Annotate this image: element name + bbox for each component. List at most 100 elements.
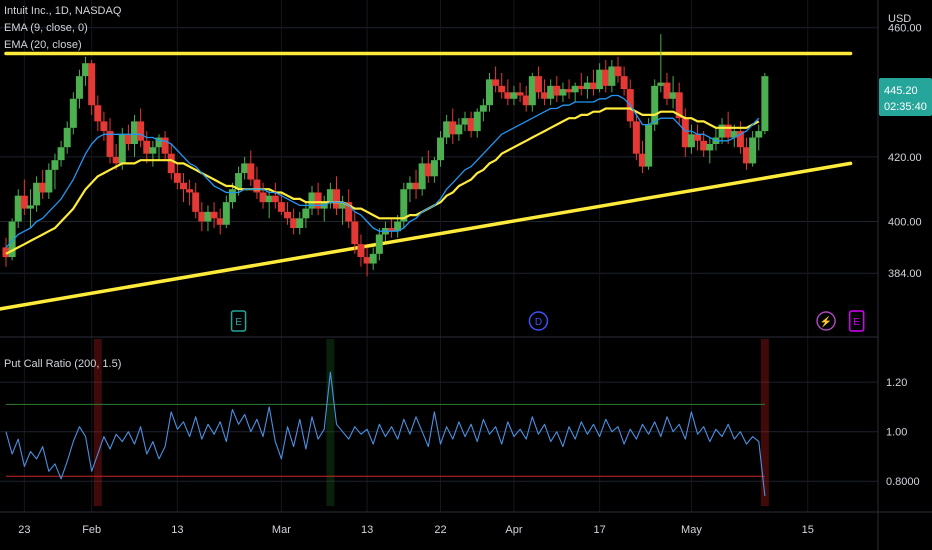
ema9-legend[interactable]: EMA (9, close, 0) [4,22,88,34]
indicator-highlight-bar [93,339,102,506]
trendlines [0,51,853,315]
time-tick-label: 15 [802,524,814,536]
ema-lines [5,94,760,255]
candle-body [363,257,371,264]
price-axis[interactable]: 460.00 420.00 400.00 384.00 [888,23,922,281]
last-price-badge: 445.20 02:35:40 [879,78,932,116]
time-axis[interactable]: 23 Feb 13 Mar 13 22 Apr 17 May 15 [18,524,814,536]
candle-body [577,85,585,90]
candle-body [430,160,438,177]
candle-body [259,192,267,203]
candle-body [33,182,41,206]
candle-body [669,92,677,99]
candle-body [749,137,757,164]
last-price-value: 445.20 [884,85,918,97]
candle-body [88,63,96,106]
pcr-line [5,371,766,497]
earnings-marker-label: E [853,317,860,328]
dividend-marker-shape [528,311,549,331]
candle-body [694,134,702,141]
candle-body [75,76,83,99]
candle-body [388,228,396,232]
ema20-legend[interactable]: EMA (20, close) [4,39,82,51]
candle-body [602,69,610,86]
indicator-highlight-bar [326,339,335,506]
candle-body [8,221,16,258]
indicator-legend[interactable]: Put Call Ratio (200, 1.5) [4,358,122,370]
ema9-line [5,94,760,248]
candle-body [26,205,34,209]
dividend-marker[interactable]: D [528,311,549,331]
candle-body [724,124,732,138]
indicator-lines [5,371,766,497]
candle-body [192,192,200,212]
candle-body [461,118,469,125]
split-icon-marker[interactable]: ⚡ [816,311,836,331]
candle-body [2,247,10,258]
candle-body [124,134,132,144]
candle-body [20,195,28,209]
candle-body [161,137,169,154]
symbol-title[interactable]: Intuit Inc., 1D, NASDAQ [4,5,122,17]
candle-body [681,118,689,148]
candle-body [118,134,126,164]
candle-body [559,89,567,96]
candle-body [455,124,463,135]
candle-body [730,131,738,138]
time-tick-label: Apr [505,524,522,536]
candle-body [14,195,22,222]
candle-body [290,218,298,228]
candle-body [186,189,194,193]
candle-body [308,192,316,209]
candle-body [632,121,640,154]
candle-body [375,234,383,254]
candle-body [284,211,292,219]
candle-body [314,192,322,209]
candle-body [137,121,145,141]
candle-body [198,211,206,222]
event-markers[interactable]: E D ⚡ E [230,310,865,332]
trendline[interactable] [0,161,853,315]
candle-body [131,121,139,144]
dividend-marker-label: D [535,317,542,328]
candle-body [394,221,402,232]
candle-body [755,131,763,138]
earnings-marker-label: E [235,317,242,328]
candle-body [45,169,53,193]
candle-body [498,85,506,93]
candle-body [492,79,500,86]
price-tick-label: 400.00 [888,217,922,229]
earnings-marker[interactable]: E [230,310,247,332]
indicator-axis[interactable]: 1.20 1.00 0.8000 [886,377,920,488]
candle-body [718,124,726,138]
candle-body [179,182,187,190]
candle-body [400,189,408,222]
last-price-badge-bg [879,78,932,116]
candle-body [583,82,591,90]
indicator-tick-label: 1.00 [886,427,907,439]
candle-body [326,189,334,203]
time-tick-label: Mar [272,524,291,536]
candle-body [143,140,151,154]
candle-body [743,147,751,164]
candle-body [504,92,512,99]
time-tick-label: 22 [434,524,446,536]
candle-body [449,121,457,135]
candle-body [302,208,310,219]
candle-body [173,173,181,183]
earnings-marker[interactable]: E [848,310,865,332]
candle-body [241,163,249,174]
split-icon-marker-shape [816,311,836,331]
candle-body [216,218,224,225]
candle-body [516,92,524,96]
candle-body [645,124,653,167]
candle-body [424,163,432,177]
candle-body [479,105,487,112]
candle-body [522,95,530,106]
candle-body [541,92,549,99]
indicator-highlights [93,339,769,506]
candle-body [571,85,579,93]
price-tick-label: 384.00 [888,268,922,280]
